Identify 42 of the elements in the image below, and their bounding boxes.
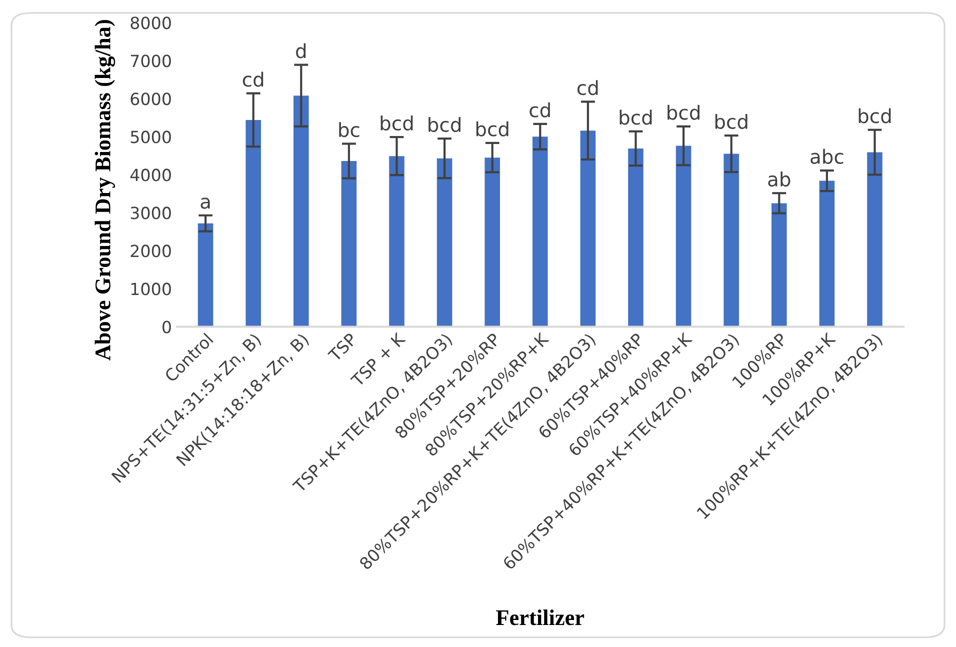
bar — [676, 146, 692, 327]
x-tick-label: TSP — [327, 332, 358, 363]
y-tick-label: 2000 — [130, 244, 171, 258]
annotation: bcd — [668, 104, 700, 120]
bar — [819, 180, 835, 327]
x-axis-title: Fertilizer — [496, 610, 584, 626]
bar — [724, 154, 739, 327]
annotation: bc — [339, 122, 360, 138]
annotation: bcd — [476, 121, 508, 136]
y-tick-label: 1000 — [131, 282, 171, 296]
annotation: bcd — [380, 115, 413, 131]
bar — [532, 136, 548, 327]
annotation: ab — [768, 172, 790, 187]
annotation: d — [296, 43, 306, 58]
y-axis-title: Above Ground Dry Biomass (kg/ha) — [94, 20, 116, 360]
bar — [484, 158, 500, 327]
y-tick-label: 7000 — [130, 54, 171, 68]
annotation: bcd — [428, 116, 460, 132]
annotation: cd — [577, 80, 598, 96]
bar — [389, 156, 404, 327]
bar — [246, 120, 261, 327]
bar — [293, 96, 309, 327]
y-tick-label: 3000 — [130, 206, 171, 220]
annotation: cd — [242, 72, 264, 87]
bar — [628, 148, 644, 327]
bar — [341, 161, 357, 327]
annotation: cd — [530, 102, 550, 118]
annotation: bcd — [858, 108, 891, 124]
annotation: abc — [810, 148, 844, 164]
annotation: a — [200, 198, 210, 209]
bar — [771, 203, 787, 327]
annotation: bcd — [620, 110, 652, 125]
bar — [867, 152, 882, 327]
y-tick-label: 4000 — [130, 168, 171, 182]
bar — [580, 130, 596, 327]
bar — [198, 223, 214, 327]
annotation: bcd — [715, 114, 748, 129]
bar — [436, 158, 452, 327]
y-tick-label: 5000 — [130, 130, 171, 144]
y-tick-label: 8000 — [130, 16, 171, 30]
y-tick-label: 0 — [162, 320, 171, 334]
y-tick-label: 6000 — [130, 92, 171, 106]
